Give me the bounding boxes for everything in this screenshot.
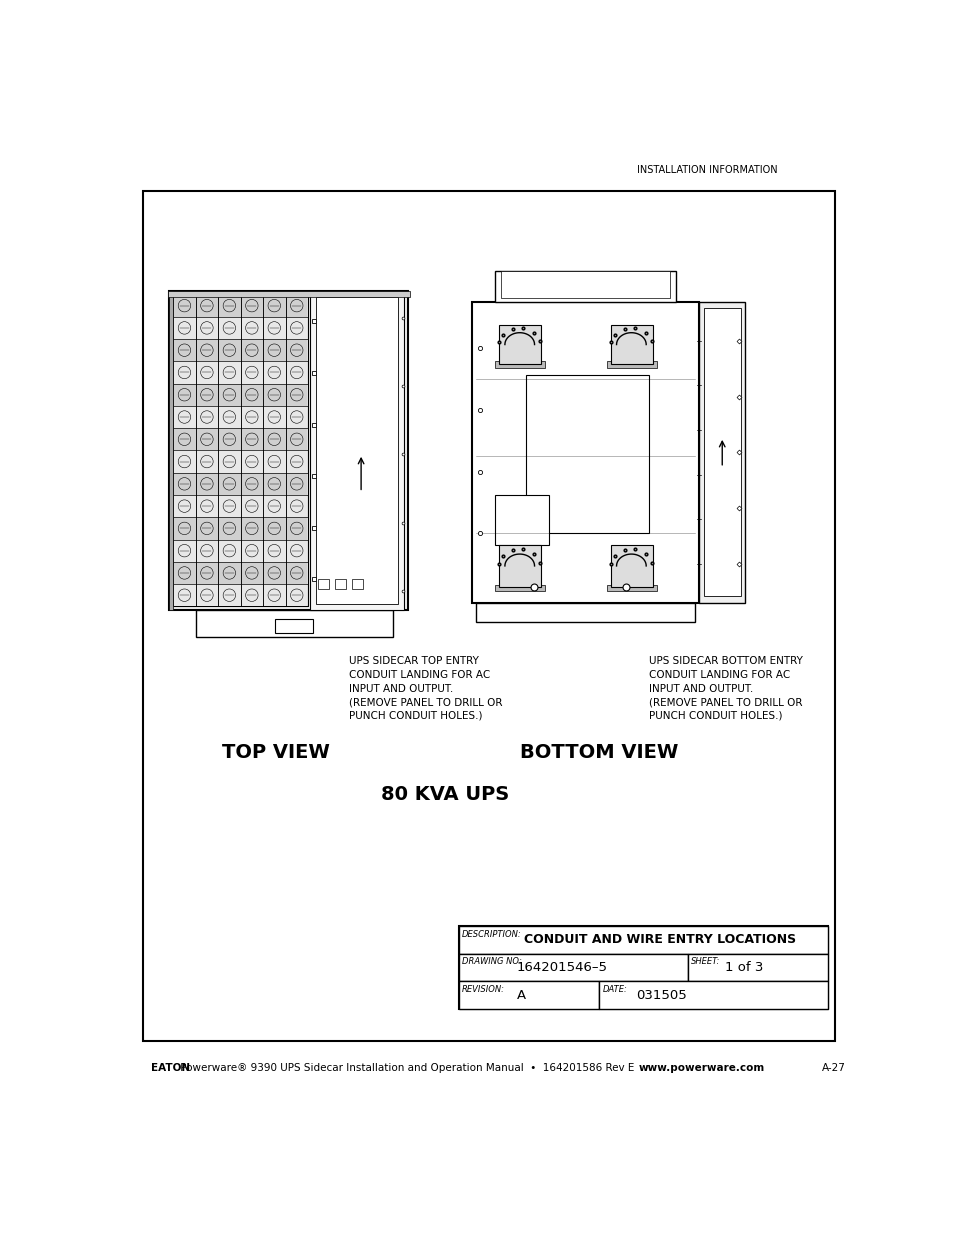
Bar — [173, 340, 307, 362]
Bar — [170, 290, 408, 610]
Bar — [173, 316, 307, 340]
Bar — [285, 294, 308, 606]
Text: 1 of 3: 1 of 3 — [724, 961, 762, 974]
Bar — [168, 290, 409, 296]
Bar — [143, 190, 834, 1041]
Bar — [606, 585, 656, 592]
Text: INSTALLATION INFORMATION: INSTALLATION INFORMATION — [636, 165, 777, 175]
Text: 031505: 031505 — [636, 989, 686, 1002]
Bar — [196, 610, 393, 637]
Text: UPS SIDECAR BOTTOM ENTRY
CONDUIT LANDING FOR AC
INPUT AND OUTPUT.
(REMOVE PANEL : UPS SIDECAR BOTTOM ENTRY CONDUIT LANDING… — [648, 656, 802, 721]
Bar — [173, 294, 307, 316]
Bar — [598, 982, 827, 1009]
Bar — [173, 294, 308, 606]
Bar — [458, 953, 687, 982]
Bar — [610, 545, 652, 587]
Text: EATON: EATON — [151, 1063, 190, 1073]
Bar — [173, 562, 307, 584]
Bar — [173, 473, 307, 495]
Bar — [458, 982, 598, 1009]
Bar — [173, 294, 195, 606]
Bar — [310, 290, 404, 610]
Bar — [458, 926, 827, 1009]
Bar — [218, 294, 240, 606]
Bar — [495, 585, 544, 592]
Bar — [498, 545, 540, 587]
Text: TOP VIEW: TOP VIEW — [221, 743, 329, 762]
Bar — [476, 603, 695, 621]
Bar — [495, 362, 544, 368]
Bar — [500, 272, 669, 299]
Bar — [610, 325, 652, 364]
Text: REVISION:: REVISION: — [461, 986, 504, 994]
Bar — [170, 290, 173, 610]
Bar — [699, 303, 744, 603]
Bar — [173, 429, 307, 451]
Text: SHEET:: SHEET: — [690, 957, 720, 967]
Bar — [703, 309, 740, 597]
Bar — [525, 375, 648, 534]
Bar — [458, 926, 827, 953]
Text: 164201546–5: 164201546–5 — [517, 961, 607, 974]
Text: UPS SIDECAR TOP ENTRY
CONDUIT LANDING FOR AC
INPUT AND OUTPUT.
(REMOVE PANEL TO : UPS SIDECAR TOP ENTRY CONDUIT LANDING FO… — [349, 656, 502, 721]
Text: Powerware® 9390 UPS Sidecar Installation and Operation Manual  •  164201586 Rev : Powerware® 9390 UPS Sidecar Installation… — [177, 1063, 637, 1073]
Bar — [195, 294, 218, 606]
Bar — [173, 451, 307, 473]
Bar — [316, 296, 397, 604]
Bar — [498, 325, 540, 364]
Text: A: A — [517, 989, 525, 1002]
Text: BOTTOM VIEW: BOTTOM VIEW — [519, 743, 678, 762]
Bar — [173, 406, 307, 429]
Bar — [687, 953, 827, 982]
Bar — [173, 584, 307, 606]
Bar — [274, 620, 313, 634]
Bar — [173, 540, 307, 562]
Bar — [173, 517, 307, 540]
Bar — [335, 579, 345, 589]
Text: DRAWING NO:: DRAWING NO: — [461, 957, 521, 967]
Text: 80 KVA UPS: 80 KVA UPS — [380, 785, 509, 804]
Bar — [606, 362, 656, 368]
Bar — [495, 272, 676, 303]
Text: DESCRIPTION:: DESCRIPTION: — [461, 930, 521, 939]
Bar — [352, 579, 362, 589]
Bar — [317, 579, 329, 589]
Bar — [240, 294, 263, 606]
Bar — [472, 303, 699, 603]
Bar — [173, 495, 307, 517]
Text: A-27: A-27 — [821, 1063, 845, 1073]
Text: DATE:: DATE: — [601, 986, 627, 994]
Bar — [173, 362, 307, 384]
Text: CONDUIT AND WIRE ENTRY LOCATIONS: CONDUIT AND WIRE ENTRY LOCATIONS — [524, 934, 796, 946]
Bar — [173, 384, 307, 406]
Bar — [495, 495, 548, 545]
Text: www.powerware.com: www.powerware.com — [639, 1063, 764, 1073]
Bar — [263, 294, 285, 606]
